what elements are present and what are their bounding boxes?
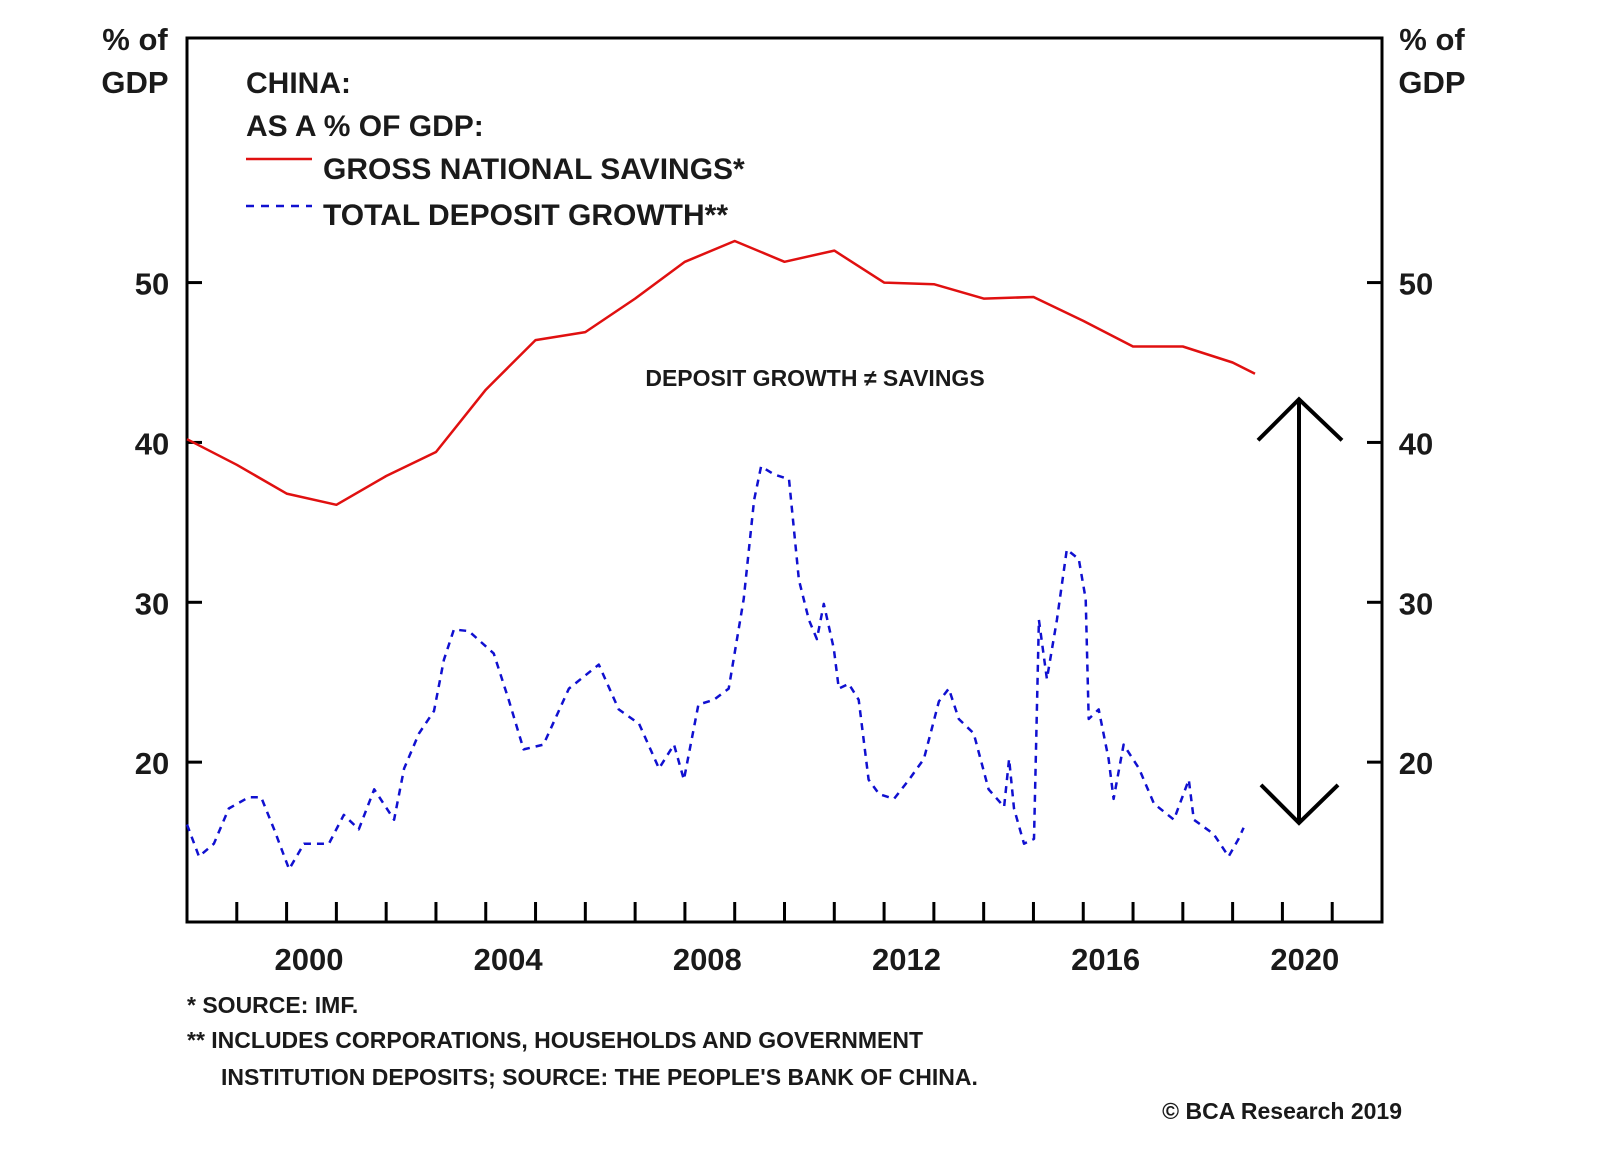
y-tick-label-left: 20 (135, 746, 169, 781)
y-tick-label-right: 20 (1399, 746, 1433, 781)
footnote-3: INSTITUTION DEPOSITS; SOURCE: THE PEOPLE… (221, 1064, 978, 1090)
y-tick-labels: 20 20 30 30 40 40 50 50 (135, 267, 1433, 782)
y-axis-label-right-line2: GDP (1398, 65, 1465, 100)
y-axis-label-left-line1: % of (102, 22, 168, 57)
legend-label-savings: GROSS NATIONAL SAVINGS* (323, 153, 745, 186)
series-group (185, 239, 1256, 871)
annotation-text: DEPOSIT GROWTH ≠ SAVINGS (645, 365, 984, 391)
y-tick-label-left: 50 (135, 267, 169, 302)
series-line-total-deposit-growth (185, 465, 1245, 871)
y-axis-label-right-line1: % of (1399, 22, 1465, 57)
x-tick-label: 2000 (275, 942, 344, 977)
footnote-2: ** INCLUDES CORPORATIONS, HOUSEHOLDS AND… (187, 1027, 923, 1053)
x-tick-label: 2004 (474, 942, 544, 977)
series-line-gross-national-savings (186, 239, 1256, 507)
y-axis-label-left-line2: GDP (101, 65, 168, 100)
y-tick-label-right: 30 (1399, 586, 1433, 621)
legend-label-deposits: TOTAL DEPOSIT GROWTH** (323, 199, 728, 232)
y-tick-label-left: 40 (135, 426, 169, 461)
y-tick-label-right: 50 (1399, 267, 1433, 302)
x-tick-label: 2008 (673, 942, 742, 977)
y-tick-label-right: 40 (1399, 426, 1433, 461)
chart-subtitle: AS A % OF GDP: (246, 110, 484, 143)
x-tick-labels: 2000 2004 2008 2012 2016 2020 (275, 942, 1340, 977)
chart-title: CHINA: (246, 67, 351, 100)
y-tick-label-left: 30 (135, 586, 169, 621)
arrow-head-up (1256, 396, 1344, 442)
double-arrow (1256, 396, 1344, 826)
axis-ticks (187, 281, 1382, 922)
x-tick-label: 2016 (1071, 942, 1140, 977)
x-tick-label: 2012 (872, 942, 941, 977)
arrow-head-down (1259, 783, 1340, 826)
x-tick-label: 2020 (1270, 942, 1339, 977)
credit: © BCA Research 2019 (1162, 1098, 1402, 1124)
footnote-1: * SOURCE: IMF. (187, 992, 358, 1018)
